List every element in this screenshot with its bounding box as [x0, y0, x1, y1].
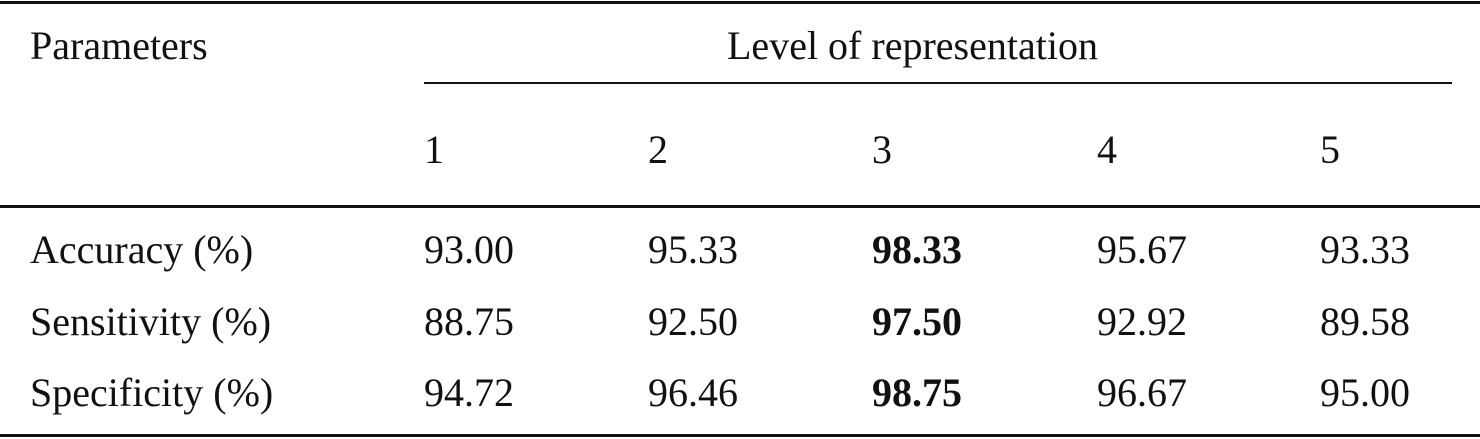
value-cell: 95.00: [1320, 370, 1410, 415]
value-cell: 95.67: [1097, 227, 1187, 272]
top-rule: [0, 1, 1480, 4]
value-cell: 93.33: [1320, 227, 1410, 272]
value-cell: 95.33: [648, 227, 738, 272]
value-cell: 89.58: [1320, 299, 1410, 344]
value-cell: 88.75: [424, 299, 514, 344]
value-cell: 98.75: [872, 370, 962, 415]
group-rule: [424, 82, 1452, 84]
bottom-rule: [0, 434, 1480, 437]
value-cell: 96.67: [1097, 370, 1187, 415]
level-header: 3: [872, 127, 892, 172]
row-label: Sensitivity (%): [30, 299, 272, 344]
value-cell: 92.50: [648, 299, 738, 344]
level-header: 5: [1320, 127, 1340, 172]
value-cell: 93.00: [424, 227, 514, 272]
value-cell: 98.33: [872, 227, 962, 272]
row-label: Accuracy (%): [30, 227, 254, 272]
value-cell: 96.46: [648, 370, 738, 415]
value-cell: 97.50: [872, 299, 962, 344]
level-header: 2: [648, 127, 668, 172]
row-label: Specificity (%): [30, 370, 274, 415]
header-rule: [0, 205, 1480, 208]
level-header: 4: [1097, 127, 1117, 172]
value-cell: 92.92: [1097, 299, 1187, 344]
header-group: Level of representation: [727, 23, 1098, 68]
level-header: 1: [424, 127, 444, 172]
value-cell: 94.72: [424, 370, 514, 415]
header-parameters: Parameters: [30, 23, 208, 68]
